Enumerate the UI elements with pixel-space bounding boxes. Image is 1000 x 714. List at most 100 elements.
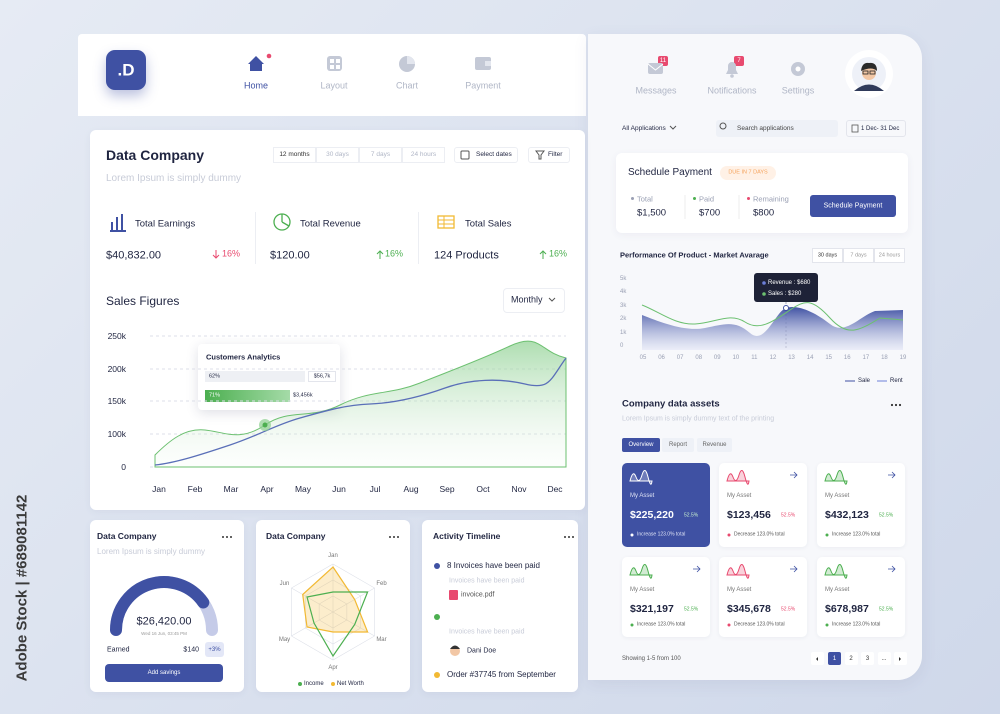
tooltip-percent: 71% [209, 392, 221, 399]
asset-card[interactable] [622, 557, 710, 637]
asset-tab[interactable] [662, 438, 694, 452]
sales-point-core [262, 422, 268, 428]
page-button[interactable] [877, 652, 891, 665]
asset-value: $123,456 [727, 508, 771, 521]
date-label: 1 Dec- 31 Dec [861, 126, 900, 132]
gauge-amount: $26,420.00 [136, 615, 192, 628]
range-tab[interactable] [316, 147, 359, 163]
x-tick-label: Jun [332, 483, 346, 494]
asset-arrow [790, 565, 798, 573]
y-tick-label: 4k [620, 289, 627, 295]
tab-label: Report [668, 442, 688, 448]
x-tick-label: 14 [806, 355, 814, 361]
range-tab[interactable] [812, 248, 843, 263]
bottom-card [422, 520, 578, 692]
x-tick-label: 10 [732, 355, 740, 361]
schedule-button[interactable] [810, 195, 896, 217]
x-tick-label: Jul [369, 483, 381, 494]
date-range[interactable] [846, 120, 906, 137]
asset-arrow [888, 565, 896, 573]
page-button[interactable] [861, 652, 874, 665]
tooltip-value-box [308, 371, 336, 382]
x-tick-label: Nov [511, 483, 527, 494]
asset-change: 52.5% [781, 512, 796, 519]
asset-card[interactable] [817, 463, 905, 547]
timeline-marks [434, 563, 460, 678]
status-dot [693, 197, 696, 200]
button-label: Select dates [476, 150, 512, 158]
asset-tab[interactable] [622, 438, 660, 452]
x-tick-label: 06 [658, 355, 665, 361]
radar-axis-label: Mar [376, 637, 387, 643]
range-tab[interactable] [273, 147, 316, 163]
pagination-info: Showing 1-5 from 100 [622, 656, 681, 662]
radar-axis-label: Jun [279, 581, 290, 587]
select-dates[interactable] [454, 147, 518, 163]
nav-item: Layout [320, 80, 348, 91]
x-tick-label: Feb [187, 483, 203, 494]
y-tick-label: 0 [121, 461, 126, 472]
asset-card[interactable] [719, 463, 807, 547]
stat-label: Total Earnings [135, 218, 196, 230]
asset-sparkline [629, 470, 653, 485]
asset-change: 52.5% [684, 512, 699, 519]
add-savings[interactable] [105, 664, 223, 682]
badge [734, 56, 744, 66]
asset-card[interactable] [719, 557, 807, 637]
range-label: 12 months [279, 150, 310, 158]
button-label: Filter [548, 150, 563, 158]
section-title: Company data assets [622, 398, 720, 410]
badge [658, 56, 668, 66]
asset-value: $321,197 [630, 602, 674, 615]
x-tick-label: Mar [223, 483, 239, 494]
search-box[interactable] [716, 120, 838, 137]
asset-tab[interactable] [697, 438, 732, 452]
card-subtitle: Lorem Ipsum is simply dummy [97, 547, 206, 556]
badge-text: 7 [737, 58, 741, 64]
divider [255, 212, 256, 264]
page-button[interactable] [828, 652, 841, 665]
range-label: 7 days [370, 150, 391, 158]
range-tab[interactable] [359, 147, 402, 163]
card-title: Activity Timeline [433, 530, 501, 541]
asset-sparkline [824, 470, 848, 485]
due-text: DUE IN 7 DAYS [728, 169, 768, 176]
range-tab[interactable] [874, 248, 905, 263]
y-tick-label: 200k [107, 363, 126, 374]
asset-note-dot [825, 533, 829, 537]
due-badge [720, 166, 776, 180]
filter[interactable] [528, 147, 570, 163]
asset-note: Decrease 123.0% total [734, 621, 785, 628]
stat-change: 16% [548, 248, 567, 259]
legend-dot [298, 682, 302, 686]
sales-line [154, 357, 567, 466]
tooltip-text: Sales : $280 [768, 291, 802, 297]
stat-value: $120.00 [270, 249, 310, 262]
asset-value: $345,678 [727, 602, 771, 615]
button-label: Schedule Payment [823, 202, 883, 210]
timeline-item: 8 Invoices have been paid [447, 561, 540, 570]
period-select[interactable] [503, 288, 565, 313]
timeline-item: Order #37745 from September [447, 670, 556, 679]
range-tab[interactable] [402, 147, 445, 163]
x-tick-label: Aug [403, 483, 419, 494]
x-tick-label: Jan [152, 483, 166, 494]
range-label: 7 days [850, 251, 867, 258]
asset-note-dot [825, 623, 829, 627]
timeline-item: Dani Doe [467, 647, 497, 655]
x-tick-label: Apr [260, 483, 274, 494]
range-tab[interactable] [843, 248, 874, 263]
top-nav [78, 34, 586, 116]
button-label: Add savings [147, 670, 181, 676]
page-button[interactable] [844, 652, 858, 665]
x-tick-label: 12 [769, 355, 777, 361]
x-tick-label: 17 [862, 355, 870, 361]
stat-label: Total Revenue [300, 218, 361, 230]
payment-value: $700 [699, 207, 721, 219]
asset-card[interactable] [817, 557, 905, 637]
y-tick-label: 0 [620, 343, 624, 349]
tab-label: Revenue [702, 442, 727, 448]
x-tick-label: 07 [676, 355, 684, 361]
asset-card[interactable] [622, 463, 710, 547]
